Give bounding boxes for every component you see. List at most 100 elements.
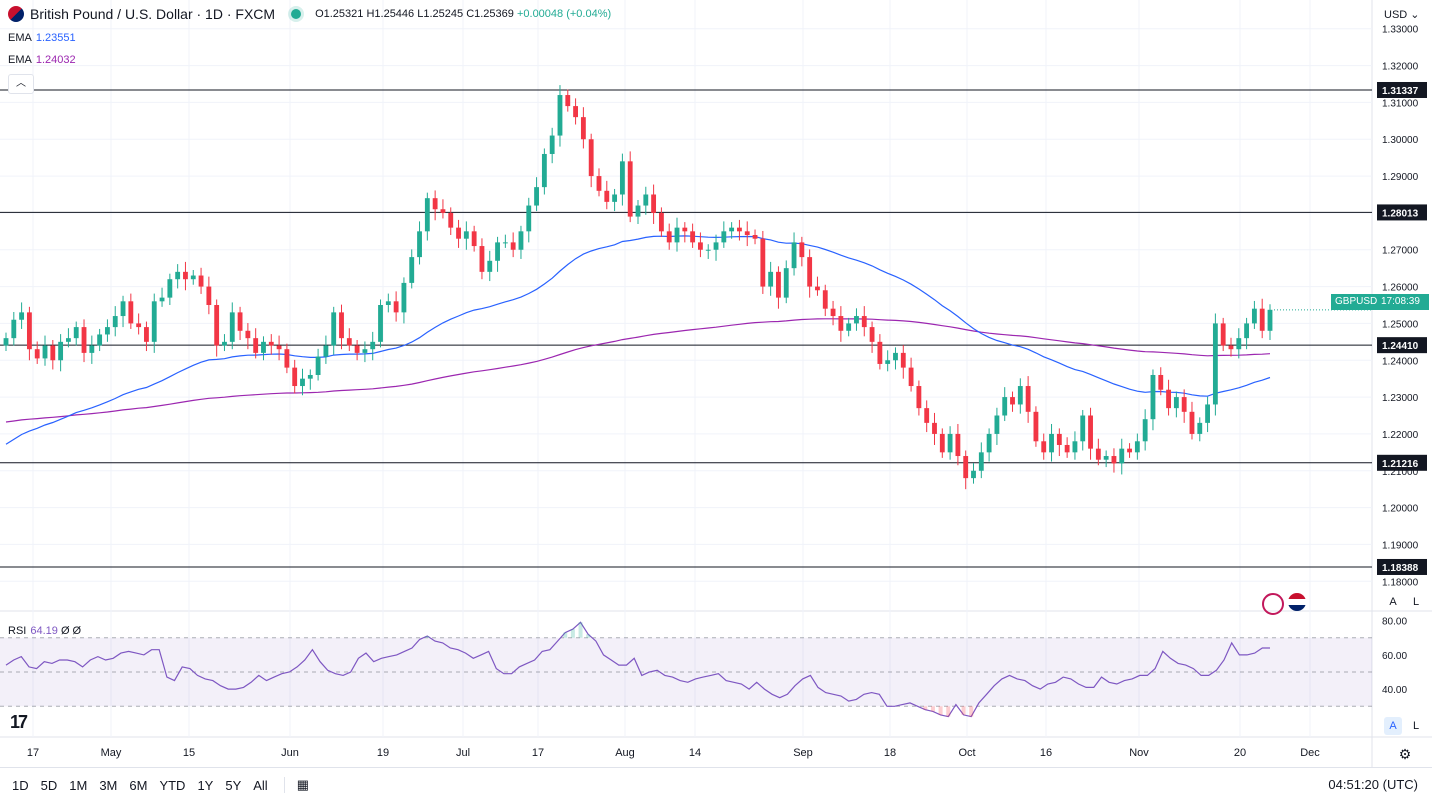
candle-body [105, 327, 110, 335]
timeframe-5d[interactable]: 5D [40, 777, 58, 793]
timeframe-5y[interactable]: 5Y [225, 777, 242, 793]
candle-body [807, 257, 813, 287]
ema-fast-line [5, 235, 1271, 445]
candle-body [362, 349, 368, 353]
rsi-band [0, 637, 1372, 707]
candle [861, 306, 867, 337]
lightning-icon[interactable] [1262, 593, 1284, 615]
settings-gear-icon[interactable]: ⚙ [1398, 746, 1412, 762]
candle-body [1173, 397, 1179, 409]
timeframe-3m[interactable]: 3M [99, 777, 118, 793]
candle [50, 339, 56, 370]
chart-header: British Pound / U.S. Dollar · 1D · FXCM … [8, 6, 617, 22]
candle-body [307, 374, 313, 379]
price-scale-bg [1372, 0, 1432, 767]
price-tick-label: 1.19000 [1382, 540, 1419, 551]
candle-body [752, 235, 758, 239]
candle-body [698, 242, 703, 250]
close-value: C1.25369 [466, 8, 514, 20]
candle-body [417, 231, 422, 258]
candle [565, 89, 571, 112]
time-tick-label: 15 [183, 747, 195, 759]
ema-value: 1.23551 [35, 32, 76, 44]
rsi-legend[interactable]: RSI 64.19 Ø Ø [8, 625, 81, 637]
candle-body [370, 341, 376, 350]
candle-body [144, 327, 149, 342]
change-value: +0.00048 (+0.04%) [516, 8, 612, 20]
ema-legend-fast[interactable]: EMA 1.23551 [8, 32, 76, 44]
candle-body [1111, 456, 1117, 464]
candle-body [1134, 441, 1140, 453]
candle [245, 323, 251, 350]
candle [674, 217, 680, 252]
candle-body [323, 345, 329, 357]
rsi-log-scale-button[interactable]: L [1412, 720, 1420, 732]
candle [1072, 431, 1078, 460]
candle [885, 350, 891, 372]
candle-body [729, 227, 735, 232]
ema-legend-slow[interactable]: EMA 1.24032 [8, 54, 76, 66]
candle [206, 276, 212, 315]
currency-select[interactable]: USD ⌄ [1376, 4, 1426, 26]
log-scale-button[interactable]: L [1412, 596, 1420, 608]
candle-body [877, 341, 883, 364]
time-tick-label: 18 [884, 747, 896, 759]
rsi-oversold-fill [961, 706, 966, 715]
candle [214, 299, 220, 357]
open-value: O1.25321 [315, 8, 364, 20]
rsi-auto-scale-button[interactable]: A [1384, 717, 1402, 735]
auto-scale-button[interactable]: A [1389, 596, 1397, 608]
countdown-badge: 17:08:39 [1377, 294, 1429, 310]
candle-body [1002, 397, 1008, 416]
candle [807, 249, 813, 298]
candle [159, 287, 165, 307]
candle [331, 306, 337, 355]
candle-body [292, 367, 298, 387]
candle-body [549, 135, 555, 154]
candle [1267, 304, 1273, 340]
candle-body [557, 95, 563, 136]
candle [822, 284, 828, 317]
candle [19, 302, 25, 329]
candle-body [175, 271, 181, 280]
collapse-legend-button[interactable]: ︿ [8, 74, 34, 94]
us-flag-icon[interactable] [1288, 593, 1306, 611]
timeframe-1y[interactable]: 1Y [197, 777, 214, 793]
candle-body [627, 161, 633, 217]
timeframe-1m[interactable]: 1M [69, 777, 88, 793]
candle [924, 400, 930, 433]
candle-body [1010, 397, 1015, 405]
level-badge [1377, 81, 1427, 98]
time-tick-label: Nov [1129, 747, 1149, 759]
candle [994, 407, 1000, 445]
candle [261, 336, 266, 361]
candle [268, 334, 274, 355]
symbol-title[interactable]: British Pound / U.S. Dollar · 1D · FXCM [30, 6, 276, 22]
time-tick-label: Oct [958, 747, 975, 759]
timeframe-1d[interactable]: 1D [12, 777, 29, 793]
timeframe-ytd[interactable]: YTD [159, 777, 186, 793]
candle [229, 302, 235, 350]
ohlc-values: O1.25321 H1.25446 L1.25245 C1.25369 +0.0… [315, 8, 617, 20]
candle-body [1064, 444, 1070, 453]
chart-event-icons[interactable] [1262, 593, 1306, 615]
utc-clock[interactable]: 04:51:20 (UTC) [1328, 777, 1418, 792]
candle-body [245, 330, 251, 339]
candle-body [19, 312, 25, 320]
candle-body [799, 242, 805, 258]
price-tick-label: 1.32000 [1382, 62, 1419, 73]
timeframe-6m[interactable]: 6M [129, 777, 148, 793]
candle-body [838, 316, 844, 331]
candle [1049, 423, 1054, 462]
candle [1228, 337, 1234, 357]
candle-body [1025, 386, 1031, 412]
calendar-icon[interactable]: ▦ [283, 777, 309, 793]
low-value: L1.25245 [417, 8, 464, 20]
candle-body [635, 205, 641, 217]
candle-body [588, 139, 594, 177]
candle [526, 197, 532, 243]
candle [557, 85, 563, 147]
candle-body [541, 153, 547, 188]
timeframe-all[interactable]: All [253, 777, 268, 793]
